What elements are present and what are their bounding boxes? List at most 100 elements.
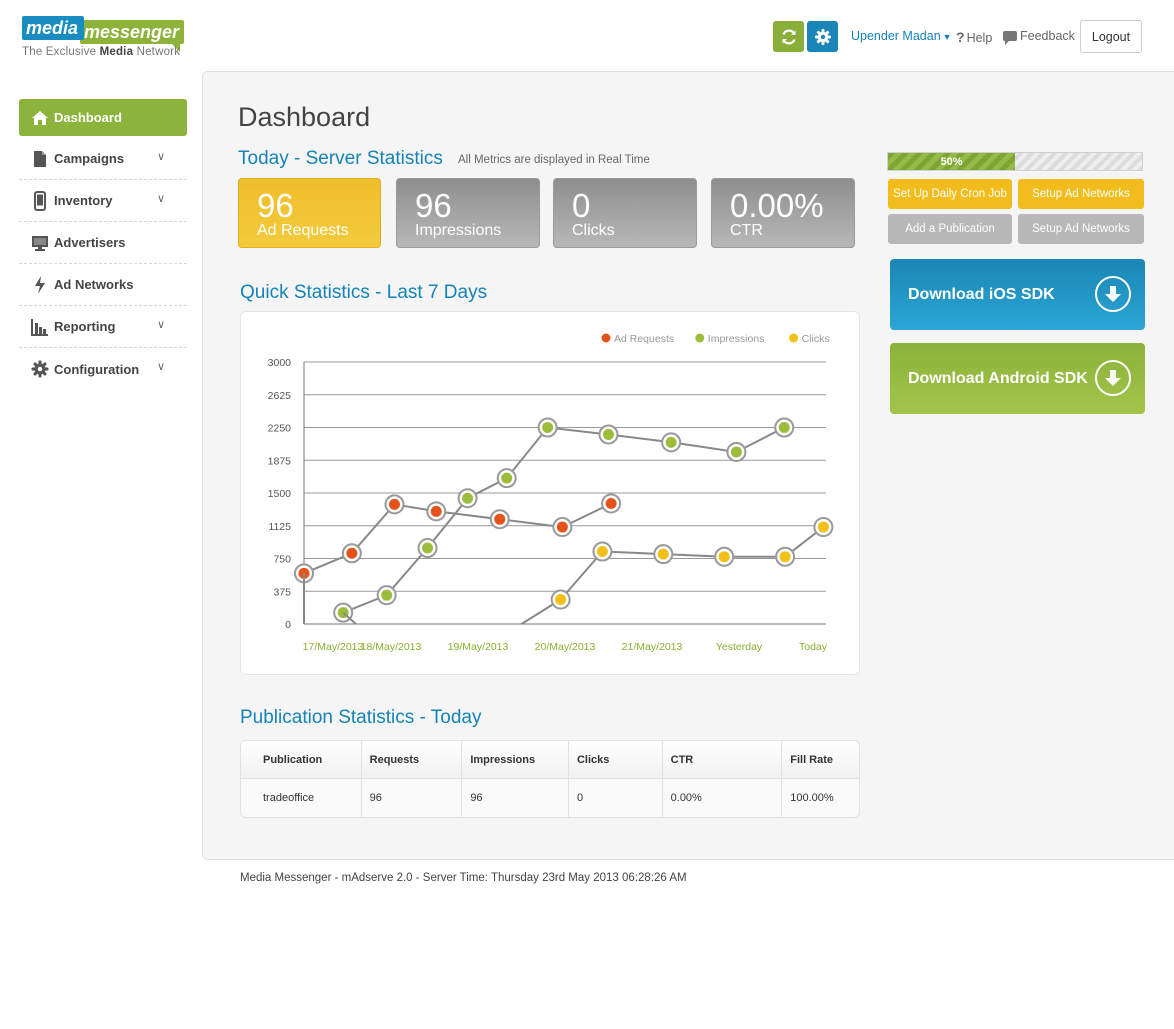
series-line [342, 426, 785, 614]
sidebar-item-label: Configuration [54, 361, 140, 377]
stat-value: 0 [572, 187, 591, 224]
x-tick-label: 18/May/2013 [361, 641, 422, 653]
data-point [542, 422, 554, 433]
refresh-icon [781, 29, 796, 44]
download-ios-sdk-button[interactable]: Download iOS SDK [890, 259, 1145, 330]
cog-icon [31, 360, 49, 378]
stat-ad-requests: 96 Ad Requests [238, 178, 381, 248]
y-tick-label: 750 [273, 554, 291, 566]
table-header: Requests [362, 741, 463, 778]
sidebar-item-configuration[interactable]: Configuration ∨ [19, 348, 187, 390]
table-cell: 96 [362, 779, 463, 817]
y-tick-label: 1875 [268, 455, 292, 467]
setup-progress-bar: 50% [887, 152, 1143, 171]
data-point [494, 513, 506, 525]
legend-label: Impressions [708, 333, 765, 345]
sidebar-item-label: Inventory [54, 193, 113, 208]
data-point [779, 551, 791, 563]
table-cell: 100.00% [790, 792, 834, 804]
sidebar-item-reporting[interactable]: Reporting ∨ [19, 306, 187, 348]
data-point [817, 521, 829, 533]
logo-media: media [22, 16, 84, 40]
quick-stats-chart: 0 375 750 1125 1500 1875 2250 2625 3000 17/May/20… [240, 311, 860, 675]
sidebar-item-label: Advertisers [54, 235, 126, 250]
gear-icon [814, 28, 831, 45]
setup-ad-networks-button[interactable]: Setup Ad Networks [1018, 179, 1144, 209]
publication-table: Publication Requests Impressions Clicks … [240, 740, 860, 818]
stat-value: 0.00% [730, 187, 824, 224]
comment-icon [1003, 31, 1017, 45]
file-icon [31, 150, 49, 168]
table-header: CTR [663, 741, 783, 778]
sidebar-item-label: Campaigns [54, 151, 125, 166]
download-android-sdk-button[interactable]: Download Android SDK [890, 343, 1145, 414]
x-tick-label: 17/May/2013 [303, 641, 364, 653]
data-point [346, 547, 358, 559]
data-point [665, 436, 677, 448]
setup-cron-job-button[interactable]: Set Up Daily Cron Job [888, 179, 1012, 209]
x-tick-label: Yesterday [716, 641, 763, 653]
data-point [388, 498, 400, 510]
sidebar-item-advertisers[interactable]: Advertisers [19, 222, 187, 264]
y-tick-label: 375 [273, 586, 291, 598]
sidebar-item-campaigns[interactable]: Campaigns ∨ [19, 138, 187, 180]
logout-button[interactable]: Logout [1080, 20, 1142, 53]
stat-label: Impressions [415, 222, 502, 239]
pub-stats-title: Publication Statistics - Today [240, 707, 482, 728]
data-point [381, 589, 393, 601]
add-publication-button[interactable]: Add a Publication [888, 214, 1012, 244]
user-menu[interactable]: Upender Madan ▼ [851, 29, 952, 43]
x-tick-label: 20/May/2013 [535, 641, 596, 653]
sidebar: Dashboard Campaigns ∨ Inventory ∨ Advert… [19, 99, 187, 390]
setup-ad-networks-button-secondary[interactable]: Setup Ad Networks [1018, 214, 1144, 244]
sidebar-item-inventory[interactable]: Inventory ∨ [19, 180, 187, 222]
series-lead-line [342, 611, 357, 625]
legend-swatch [601, 333, 611, 343]
feedback-link[interactable]: Feedback [1003, 29, 1075, 45]
data-point [596, 546, 608, 558]
data-point [657, 548, 669, 560]
data-point [605, 497, 617, 509]
sidebar-item-label: Ad Networks [54, 277, 134, 292]
help-link[interactable]: ? Help [956, 29, 992, 45]
chevron-down-icon[interactable]: ∨ [156, 319, 165, 331]
series-line [520, 526, 825, 625]
table-header-row: Publication Requests Impressions Clicks … [241, 741, 859, 779]
table-cell: 0 [569, 779, 663, 817]
mobile-icon [31, 190, 49, 211]
y-tick-label: 2625 [268, 390, 292, 402]
caret-down-icon: ▼ [942, 32, 952, 42]
stat-label: Ad Requests [257, 222, 349, 239]
legend-swatch [695, 333, 705, 343]
line-chart: 0 375 750 1125 1500 1875 2250 2625 3000 17/May/20… [268, 333, 834, 653]
bolt-icon [31, 275, 49, 294]
sidebar-item-dashboard[interactable]: Dashboard [19, 99, 187, 136]
settings-button[interactable] [807, 21, 838, 52]
sidebar-item-ad-networks[interactable]: Ad Networks [19, 264, 187, 306]
feedback-label: Feedback [1020, 29, 1075, 43]
data-point [462, 492, 474, 504]
realtime-note: All Metrics are displayed in Real Time [458, 154, 650, 166]
logo[interactable]: messenger media The Exclusive Media Netw… [22, 16, 192, 62]
refresh-button[interactable] [773, 21, 804, 52]
download-arrow-icon [1095, 276, 1131, 312]
legend-swatch [789, 333, 799, 343]
table-header: Clicks [569, 741, 663, 778]
data-point [603, 428, 614, 440]
chevron-down-icon[interactable]: ∨ [156, 193, 165, 205]
footer: Media Messenger - mAdserve 2.0 - Server … [240, 872, 687, 884]
chevron-down-icon[interactable]: ∨ [156, 361, 165, 373]
sidebar-item-label: Reporting [54, 319, 116, 334]
logo-tagline: The Exclusive Media Network [22, 46, 181, 58]
table-header: Publication [241, 741, 362, 778]
chevron-down-icon[interactable]: ∨ [156, 151, 165, 163]
y-tick-label: 2250 [268, 423, 292, 435]
x-tick-label: 21/May/2013 [622, 641, 683, 653]
user-name: Upender Madan [851, 29, 941, 43]
data-point [430, 505, 442, 517]
legend-label: Ad Requests [614, 333, 674, 345]
legend-label: Clicks [802, 333, 830, 345]
download-ios-sdk-label: Download iOS SDK [908, 285, 1055, 303]
server-stats-title: Today - Server Statistics [238, 148, 443, 169]
table-row: tradeoffice 96 96 0 0.00% 100.00% [241, 779, 859, 817]
